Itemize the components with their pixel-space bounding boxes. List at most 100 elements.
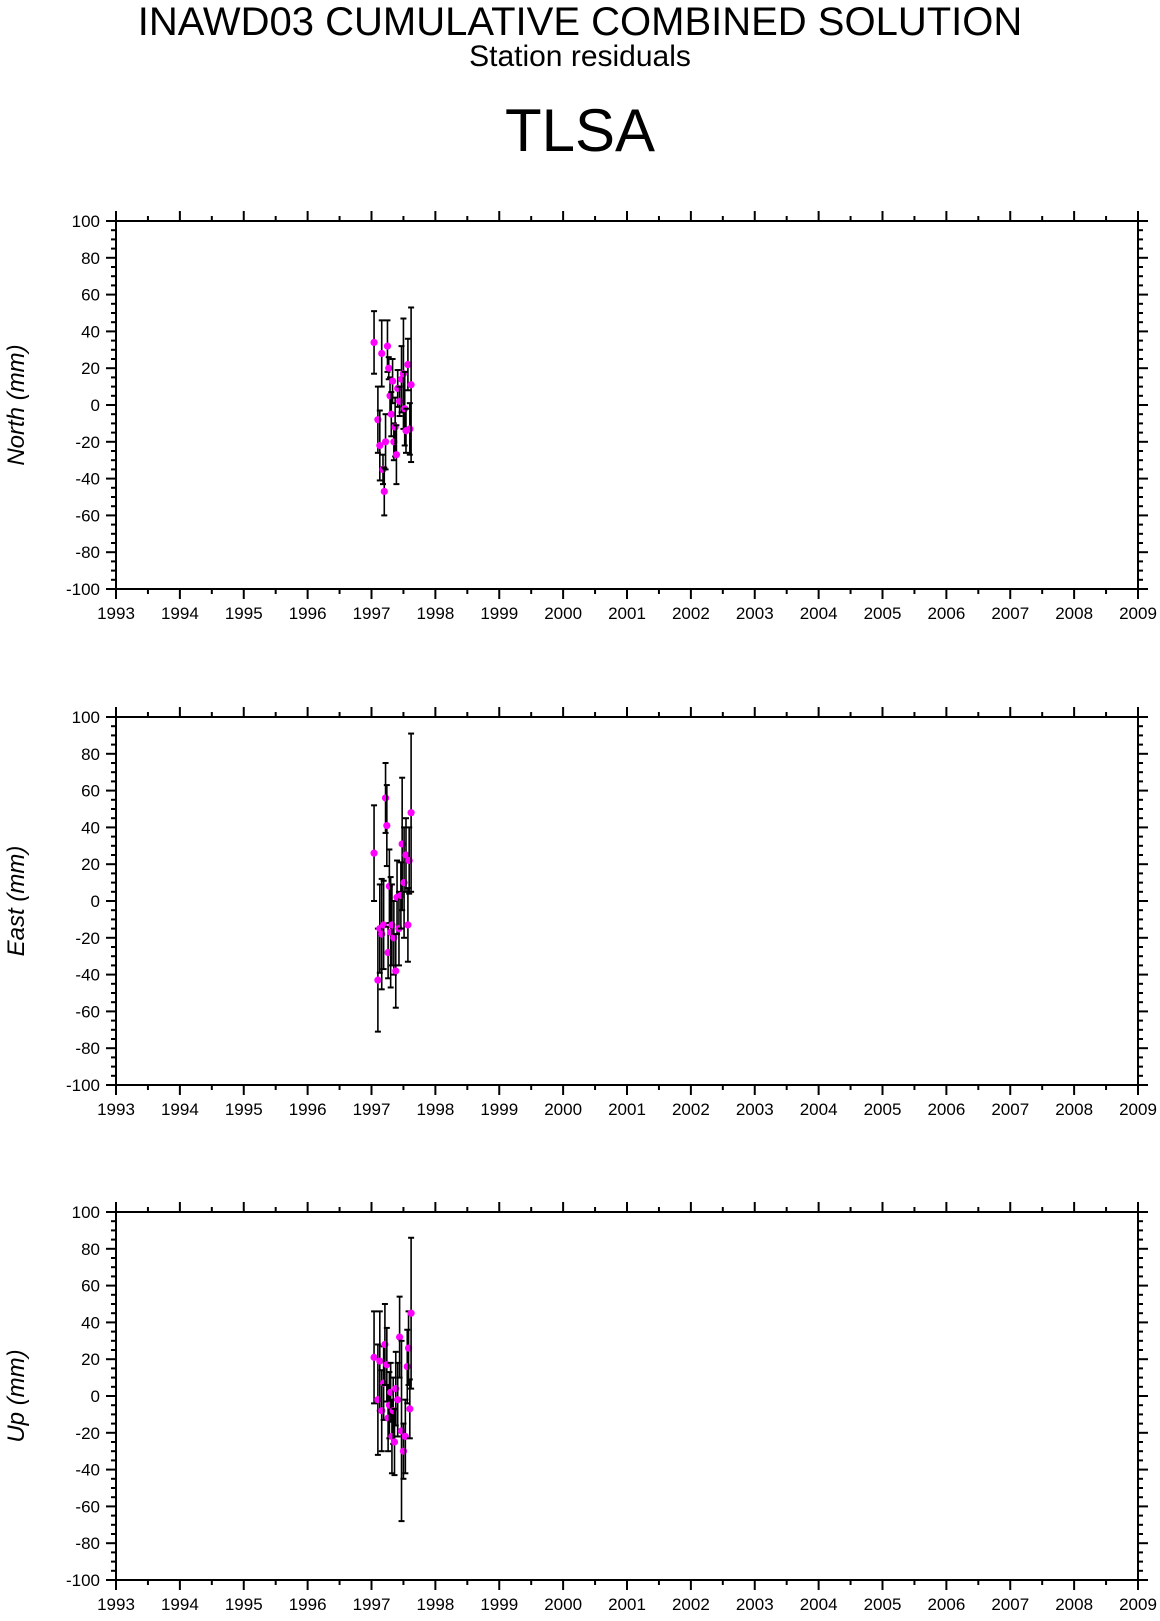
y-tick-label: -60 [75,1497,100,1516]
data-point [392,967,400,975]
x-tick-label: 1995 [225,1100,263,1119]
data-point [406,425,414,433]
x-tick-label: 2007 [991,604,1029,623]
data-point [380,487,388,496]
x-tick-label: 1998 [416,1100,454,1119]
x-tick-label: 2007 [991,1595,1029,1614]
y-axis-title: Up (mm) [3,1349,30,1442]
plot-frame [115,220,1139,590]
y-tick-label: -60 [75,1002,100,1021]
y-tick-label: -20 [75,1424,100,1443]
y-tick-label: -80 [75,543,100,562]
data-point [404,360,412,369]
y-tick-label: 40 [81,322,100,341]
x-tick-label: 1997 [353,604,391,623]
data-point [378,349,386,358]
y-tick-label: -100 [66,1571,100,1590]
x-tick-label: 2005 [864,604,902,623]
y-tick-label: -60 [75,506,100,525]
x-tick-label: 1995 [225,1595,263,1614]
x-tick-label: 2001 [608,1595,646,1614]
y-tick-label: -20 [75,929,100,948]
y-tick-label: 20 [81,1350,100,1369]
data-point [388,377,397,385]
x-tick-label: 1996 [289,1595,327,1614]
x-tick-label: 2004 [800,1100,838,1119]
x-tick-label: 2004 [800,1595,838,1614]
x-tick-label: 2000 [544,1100,582,1119]
data-point [394,1396,402,1404]
plot-frame [115,716,1139,1086]
plot-panel-3: 1993 1994 1995 1996 1997 1998 1999 2000 2001 2002… [3,1202,1157,1614]
data-point [396,1333,404,1341]
x-tick-label: 1994 [161,1595,199,1614]
data-point [374,976,382,984]
y-tick-label: 60 [81,782,100,801]
x-tick-label: 2004 [800,604,838,623]
x-tick-label: 2002 [672,604,710,623]
x-tick-label: 1993 [97,1595,135,1614]
x-tick-label: 2008 [1055,604,1093,623]
data-point [376,441,384,450]
y-axis-title: East (mm) [3,846,30,957]
data-point [370,849,378,857]
x-tick-label: 1994 [161,1100,199,1119]
data-point [392,451,401,459]
data-point [407,809,415,817]
x-tick-label: 2007 [991,1100,1029,1119]
y-tick-label: 40 [81,818,100,837]
x-tick-label: 2009 [1119,604,1157,623]
x-tick-label: 1994 [161,604,199,623]
y-tick-label: -40 [75,470,100,489]
x-tick-label: 2006 [927,604,965,623]
y-tick-label: 100 [72,212,100,231]
chart-subtitle: Station residuals [469,40,691,73]
y-tick-label: 80 [81,1240,100,1259]
data-point [407,381,415,389]
y-tick-label: 60 [81,286,100,305]
x-tick-label: 2002 [672,1595,710,1614]
data-point [406,1405,414,1413]
x-tick-label: 2008 [1055,1595,1093,1614]
y-tick-label: 0 [91,1387,100,1406]
x-tick-label: 2003 [736,1595,774,1614]
y-tick-label: -100 [66,580,100,599]
x-tick-label: 1993 [97,604,135,623]
y-tick-label: 20 [81,855,100,874]
y-tick-label: 0 [91,396,100,415]
y-tick-label: 100 [72,708,100,727]
plot-frame [115,1211,1139,1581]
x-tick-label: 2006 [927,1595,965,1614]
x-tick-label: 2009 [1119,1595,1157,1614]
x-tick-label: 2005 [864,1100,902,1119]
data-point [381,438,390,446]
data-point [381,794,390,802]
x-tick-label: 2005 [864,1595,902,1614]
x-tick-label: 1995 [225,604,263,623]
data-point [385,364,393,372]
data-point [387,410,395,418]
y-tick-label: 40 [81,1313,100,1332]
y-tick-label: -80 [75,1534,100,1553]
plot-panel-2: 1993 1994 1995 1996 1997 1998 1999 2000 2001 2002… [3,707,1157,1119]
x-tick-label: 2006 [927,1100,965,1119]
y-tick-label: -40 [75,966,100,985]
x-tick-label: 1996 [289,1100,327,1119]
plot-panel-1: 1993 1994 1995 1996 1997 1998 1999 2000 2001 2002… [3,211,1157,623]
y-tick-label: 80 [81,249,100,268]
data-point [370,1353,378,1361]
x-tick-label: 1999 [480,604,518,623]
x-tick-label: 1998 [416,604,454,623]
y-axis-title: North (mm) [3,344,30,465]
x-tick-label: 1997 [353,1595,391,1614]
x-tick-label: 2003 [736,1100,774,1119]
x-tick-label: 1999 [480,1100,518,1119]
y-tick-label: 0 [91,892,100,911]
data-point [404,921,412,929]
y-tick-label: -80 [75,1039,100,1058]
x-tick-label: 2000 [544,604,582,623]
x-tick-label: 1996 [289,604,327,623]
x-tick-label: 2009 [1119,1100,1157,1119]
y-tick-label: -100 [66,1076,100,1095]
